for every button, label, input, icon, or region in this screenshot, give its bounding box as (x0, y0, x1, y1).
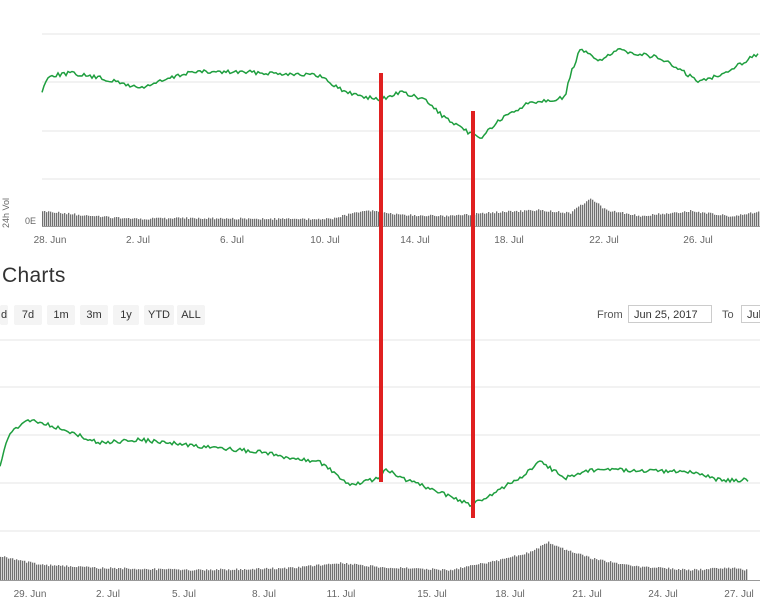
bottom-x-tick: 2. Jul (96, 589, 120, 600)
top-x-tick: 10. Jul (310, 235, 339, 246)
top-volume-bars (42, 198, 760, 226)
bottom-volume-bars (0, 541, 748, 580)
bottom-x-tick: 21. Jul (572, 589, 601, 600)
bottom-x-tick: 8. Jul (252, 589, 276, 600)
top-x-tick: 14. Jul (400, 235, 429, 246)
top-chart-grid (42, 33, 760, 180)
range-button-3m[interactable]: 3m (80, 305, 108, 325)
top-zero-label: 0E (25, 216, 36, 226)
bottom-x-tick: 24. Jul (648, 589, 677, 600)
top-y-axis-label: 24h Vol (1, 198, 11, 228)
bottom-x-tick: 18. Jul (495, 589, 524, 600)
top-x-axis: 28. Jun 2. Jul 6. Jul 10. Jul 14. Jul 18… (34, 235, 713, 246)
top-x-tick: 2. Jul (126, 235, 150, 246)
range-button-1m[interactable]: 1m (47, 305, 75, 325)
bottom-x-axis: 29. Jun 2. Jul 5. Jul 8. Jul 11. Jul 15.… (14, 589, 754, 600)
range-button-all[interactable]: ALL (177, 305, 205, 325)
bottom-x-tick: 29. Jun (14, 589, 47, 600)
bottom-price-line (0, 418, 749, 508)
range-button-1y[interactable]: 1y (113, 305, 139, 325)
range-button-ytd[interactable]: YTD (144, 305, 174, 325)
top-x-tick: 18. Jul (494, 235, 523, 246)
top-x-tick: 28. Jun (34, 235, 67, 246)
range-button-1d[interactable]: d (0, 305, 8, 325)
section-title: Charts (2, 264, 66, 287)
top-price-line (41, 47, 759, 139)
to-label: To (722, 309, 734, 321)
range-button-7d[interactable]: 7d (14, 305, 42, 325)
bottom-x-tick: 27. Jul (724, 589, 753, 600)
bottom-x-tick: 15. Jul (417, 589, 446, 600)
bottom-x-tick: 5. Jul (172, 589, 196, 600)
to-date-input[interactable]: Jul (741, 305, 760, 323)
from-label: From (597, 309, 623, 321)
bottom-x-tick: 11. Jul (327, 589, 356, 600)
top-x-tick: 22. Jul (589, 235, 618, 246)
top-x-tick: 26. Jul (683, 235, 712, 246)
top-x-tick: 6. Jul (220, 235, 244, 246)
from-date-input[interactable]: Jun 25, 2017 (628, 305, 712, 323)
